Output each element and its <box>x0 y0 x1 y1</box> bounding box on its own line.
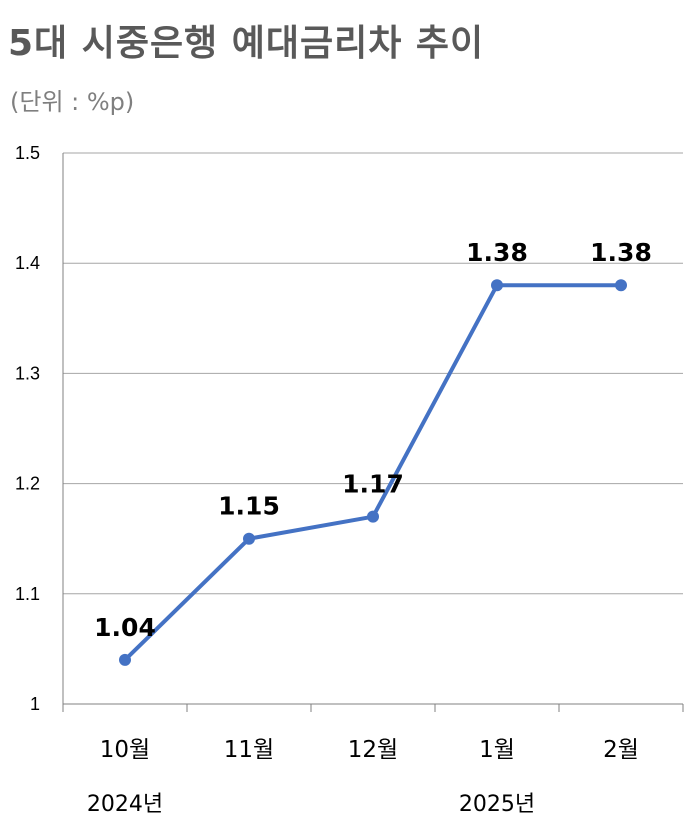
x-tick-label: 12월 <box>348 737 398 763</box>
y-tick-label: 1.4 <box>15 253 40 273</box>
data-label: 1.38 <box>466 238 528 267</box>
data-point <box>243 532 255 545</box>
data-point <box>367 510 379 523</box>
y-tick-label: 1.3 <box>15 363 40 383</box>
year-label: 2025년 <box>459 792 535 817</box>
x-tick-label: 10월 <box>100 737 150 763</box>
data-label: 1.38 <box>590 238 652 267</box>
y-tick-label: 1 <box>30 694 40 714</box>
year-label: 2024년 <box>87 792 163 817</box>
x-tick-label: 1월 <box>479 737 515 763</box>
x-tick-label: 11월 <box>224 737 274 763</box>
data-label: 1.15 <box>218 492 280 521</box>
chart-unit: (단위 : %p) <box>10 88 135 116</box>
y-tick-label: 1.1 <box>15 584 40 604</box>
data-point <box>615 279 627 292</box>
data-label: 1.17 <box>342 470 404 499</box>
data-point <box>491 279 503 292</box>
data-point <box>119 653 131 666</box>
y-tick-label: 1.5 <box>15 143 40 163</box>
y-tick-label: 1.2 <box>15 474 40 494</box>
chart-title: 5대 시중은행 예대금리차 추이 <box>8 23 485 64</box>
x-tick-label: 2월 <box>603 737 639 763</box>
data-label: 1.04 <box>94 613 156 642</box>
